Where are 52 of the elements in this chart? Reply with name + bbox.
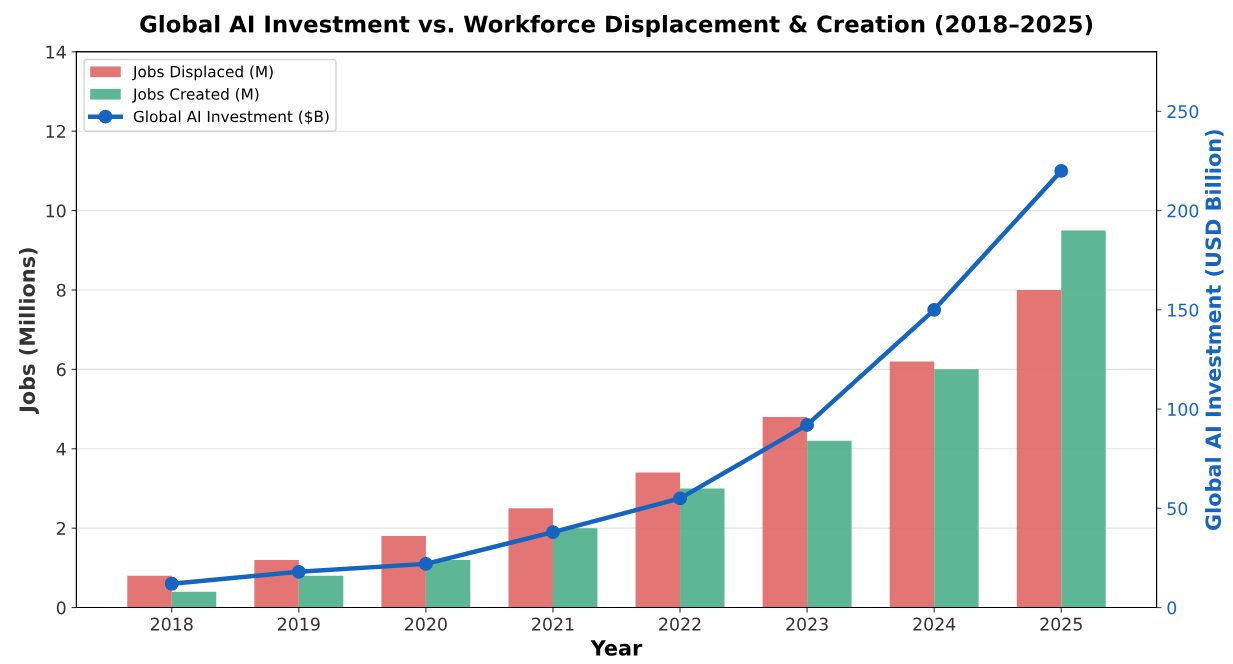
point — [800, 418, 815, 432]
x-tick-label: 2025 — [1040, 617, 1082, 631]
bar — [127, 575, 172, 608]
y2-tick-label: 100 — [1168, 402, 1199, 416]
x-tick-label: 2023 — [786, 617, 828, 631]
y2-tick-label: 200 — [1167, 204, 1199, 218]
y2-tick-label: 150 — [1168, 303, 1199, 317]
legend-label: Global AI Investment ($B) — [133, 110, 329, 125]
point — [1054, 163, 1069, 178]
x-tick-label: 2022 — [659, 617, 701, 631]
y-tick-label: 6 — [56, 363, 66, 377]
y-tick-label: 2 — [56, 521, 65, 535]
y2-tick-label: 0 — [1167, 601, 1177, 615]
bar — [171, 591, 217, 608]
point — [164, 576, 179, 591]
x-tick-label: 2018 — [150, 617, 193, 631]
point — [927, 302, 942, 317]
bar — [807, 440, 852, 608]
x-axis-title: Year — [590, 640, 643, 656]
bar — [508, 508, 553, 608]
point — [291, 564, 306, 579]
y-tick-label: 4 — [56, 442, 66, 456]
bar — [762, 417, 808, 608]
bar — [680, 488, 725, 608]
y-tick-label: 0 — [56, 601, 66, 615]
bar — [298, 575, 344, 608]
bar — [635, 472, 681, 608]
x-tick-label: 2024 — [913, 617, 956, 631]
bar — [425, 559, 471, 608]
y2-tick-label: 50 — [1167, 502, 1188, 516]
y2-tick-label: 250 — [1167, 105, 1199, 119]
bar — [552, 528, 598, 608]
bar — [1061, 230, 1106, 608]
x-tick-label: 2019 — [278, 617, 320, 631]
y-tick-label: 14 — [46, 45, 66, 59]
y2-axis-title: Global AI Investment (USD Billion) — [1204, 130, 1224, 530]
y-tick-label: 10 — [46, 204, 66, 218]
x-tick-label: 2020 — [405, 617, 447, 631]
bar — [381, 536, 426, 608]
bar — [889, 361, 935, 608]
y-tick-label: 8 — [56, 283, 66, 297]
x-tick-label: 2021 — [532, 617, 574, 631]
point — [673, 491, 687, 506]
bar — [1016, 289, 1062, 608]
chart-title: Global AI Investment vs. Workforce Displacement & Creation (2018–2025) — [140, 14, 1093, 38]
y-tick-label: 12 — [46, 124, 65, 138]
point — [418, 556, 433, 571]
bar — [934, 369, 979, 608]
y-axis-title: Jobs (Millions) — [18, 248, 39, 415]
legend-label: Jobs Displaced (M) — [132, 65, 273, 81]
point — [546, 525, 560, 540]
legend-label: Jobs Created (M) — [132, 87, 259, 103]
